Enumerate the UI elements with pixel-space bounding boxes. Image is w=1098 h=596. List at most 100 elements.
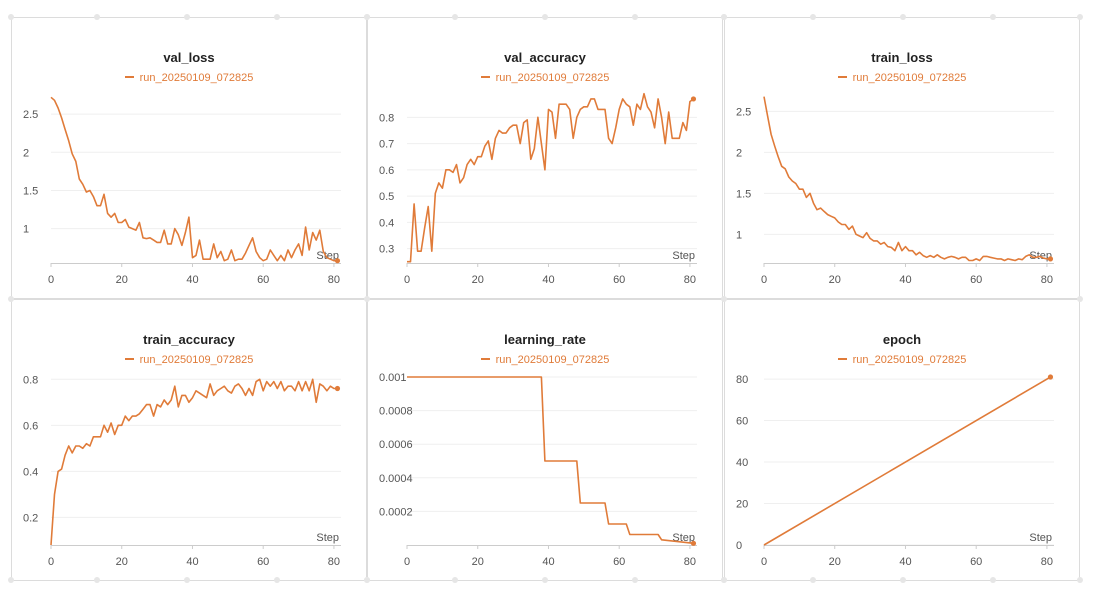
series-line[interactable]: [407, 376, 694, 545]
plot-area[interactable]: 0.2 0.4 0.6 0.8 0 20 40 60 80 Step: [11, 299, 367, 581]
last-point-marker[interactable]: [334, 385, 341, 392]
resize-handle[interactable]: [990, 577, 996, 583]
resize-handle[interactable]: [452, 577, 458, 583]
legend-label: run_20250109_072825: [852, 72, 967, 84]
last-point-marker[interactable]: [334, 258, 341, 264]
resize-handle[interactable]: [364, 14, 370, 20]
y-tick-label: 2: [736, 147, 742, 159]
series-line[interactable]: [50, 378, 338, 546]
resize-handle[interactable]: [94, 14, 100, 20]
series-line[interactable]: [407, 92, 694, 263]
x-tick-label: 40: [186, 556, 198, 568]
resize-handle[interactable]: [900, 14, 906, 20]
resize-handle[interactable]: [94, 577, 100, 583]
resize-handle[interactable]: [184, 577, 190, 583]
resize-handle[interactable]: [184, 14, 190, 20]
learning-rate-panel[interactable]: learning_rate run_20250109_072825 0.0002…: [367, 299, 723, 581]
y-tick-label: 0.8: [379, 112, 394, 124]
y-tick-label: 0.0002: [379, 506, 413, 518]
train-loss-panel[interactable]: train_loss run_20250109_072825 1 1.5 2 2.5 0…: [724, 17, 1080, 299]
x-tick-label: 0: [404, 556, 410, 568]
x-tick-label: 60: [970, 274, 982, 286]
y-tick-label: 0.001: [379, 372, 407, 384]
val-loss-panel[interactable]: val_loss run_20250109_072825 1 1.5 2 2.5 0 20…: [11, 17, 367, 299]
x-tick-label: 0: [48, 274, 54, 286]
resize-handle[interactable]: [632, 14, 638, 20]
y-tick-label: 20: [736, 499, 748, 511]
legend-label: run_20250109_072825: [495, 354, 610, 366]
epoch-panel[interactable]: epoch run_20250109_072825 0 20 40 60 80 0 20 40…: [724, 299, 1080, 581]
x-tick-label: 20: [116, 274, 128, 286]
y-tick-label: 1.5: [736, 188, 751, 200]
legend-swatch: [124, 76, 134, 79]
series-line[interactable]: [763, 96, 1051, 262]
resize-handle[interactable]: [810, 14, 816, 20]
plot-area[interactable]: 0.3 0.4 0.5 0.6 0.7 0.8 0 20 40 60 80 Step: [367, 17, 723, 299]
resize-handle[interactable]: [274, 14, 280, 20]
y-tick-label: 80: [736, 374, 748, 386]
resize-handle[interactable]: [990, 14, 996, 20]
series-line[interactable]: [763, 376, 1051, 546]
plot-area[interactable]: 0 20 40 60 80 0 20 40 60 80 Step: [724, 299, 1080, 581]
x-tick-label: 80: [328, 556, 340, 568]
x-tick-label: 60: [970, 556, 982, 568]
x-tick-label: 60: [257, 556, 269, 568]
resize-handle[interactable]: [274, 577, 280, 583]
resize-handle[interactable]: [8, 14, 14, 20]
resize-handle[interactable]: [364, 296, 370, 302]
x-tick-label: 80: [328, 274, 340, 286]
x-tick-label: 80: [684, 556, 696, 568]
y-tick-label: 2.5: [23, 109, 38, 121]
y-tick-label: 2: [23, 147, 29, 159]
legend-label: run_20250109_072825: [139, 354, 254, 366]
x-tick-label: 0: [48, 556, 54, 568]
resize-handle[interactable]: [721, 296, 727, 302]
resize-handle[interactable]: [452, 14, 458, 20]
panel-title: train_loss: [871, 50, 933, 65]
last-point-marker[interactable]: [690, 96, 697, 102]
resize-handle[interactable]: [1077, 296, 1083, 302]
train-accuracy-panel[interactable]: train_accuracy run_20250109_072825 0.2 0.…: [11, 299, 367, 581]
resize-handle[interactable]: [900, 577, 906, 583]
y-tick-label: 0.6: [379, 165, 394, 177]
y-tick-label: 1: [23, 224, 29, 236]
resize-handle[interactable]: [1077, 14, 1083, 20]
resize-handle[interactable]: [542, 14, 548, 20]
resize-handle[interactable]: [8, 577, 14, 583]
y-tick-label: 0.3: [379, 244, 394, 256]
resize-handle[interactable]: [632, 577, 638, 583]
last-point-marker[interactable]: [690, 540, 697, 546]
x-tick-label: 80: [1041, 556, 1053, 568]
y-tick-label: 0.6: [23, 420, 38, 432]
y-tick-label: 40: [736, 457, 748, 469]
resize-handle[interactable]: [1077, 577, 1083, 583]
val-accuracy-panel[interactable]: val_accuracy run_20250109_072825 0.3 0.4 0…: [367, 17, 723, 299]
legend-label: run_20250109_072825: [139, 72, 254, 84]
resize-handle[interactable]: [542, 577, 548, 583]
resize-handle[interactable]: [8, 296, 14, 302]
legend: run_20250109_072825: [724, 72, 1080, 84]
panel-title: val_accuracy: [504, 50, 586, 65]
x-tick-label: 0: [761, 274, 767, 286]
resize-handle[interactable]: [364, 577, 370, 583]
resize-handle[interactable]: [721, 577, 727, 583]
legend-swatch: [480, 76, 490, 79]
x-tick-label: 60: [613, 274, 625, 286]
last-point-marker[interactable]: [1047, 256, 1054, 262]
x-tick-label: 20: [829, 274, 841, 286]
series-line[interactable]: [50, 96, 338, 262]
x-tick-label: 40: [899, 274, 911, 286]
x-axis-label: Step: [316, 250, 339, 262]
x-tick-label: 40: [899, 556, 911, 568]
resize-handle[interactable]: [810, 577, 816, 583]
legend: run_20250109_072825: [367, 72, 723, 84]
y-tick-label: 60: [736, 416, 748, 428]
x-tick-label: 20: [829, 556, 841, 568]
resize-handle[interactable]: [721, 14, 727, 20]
last-point-marker[interactable]: [1047, 374, 1054, 380]
x-tick-label: 80: [684, 274, 696, 286]
